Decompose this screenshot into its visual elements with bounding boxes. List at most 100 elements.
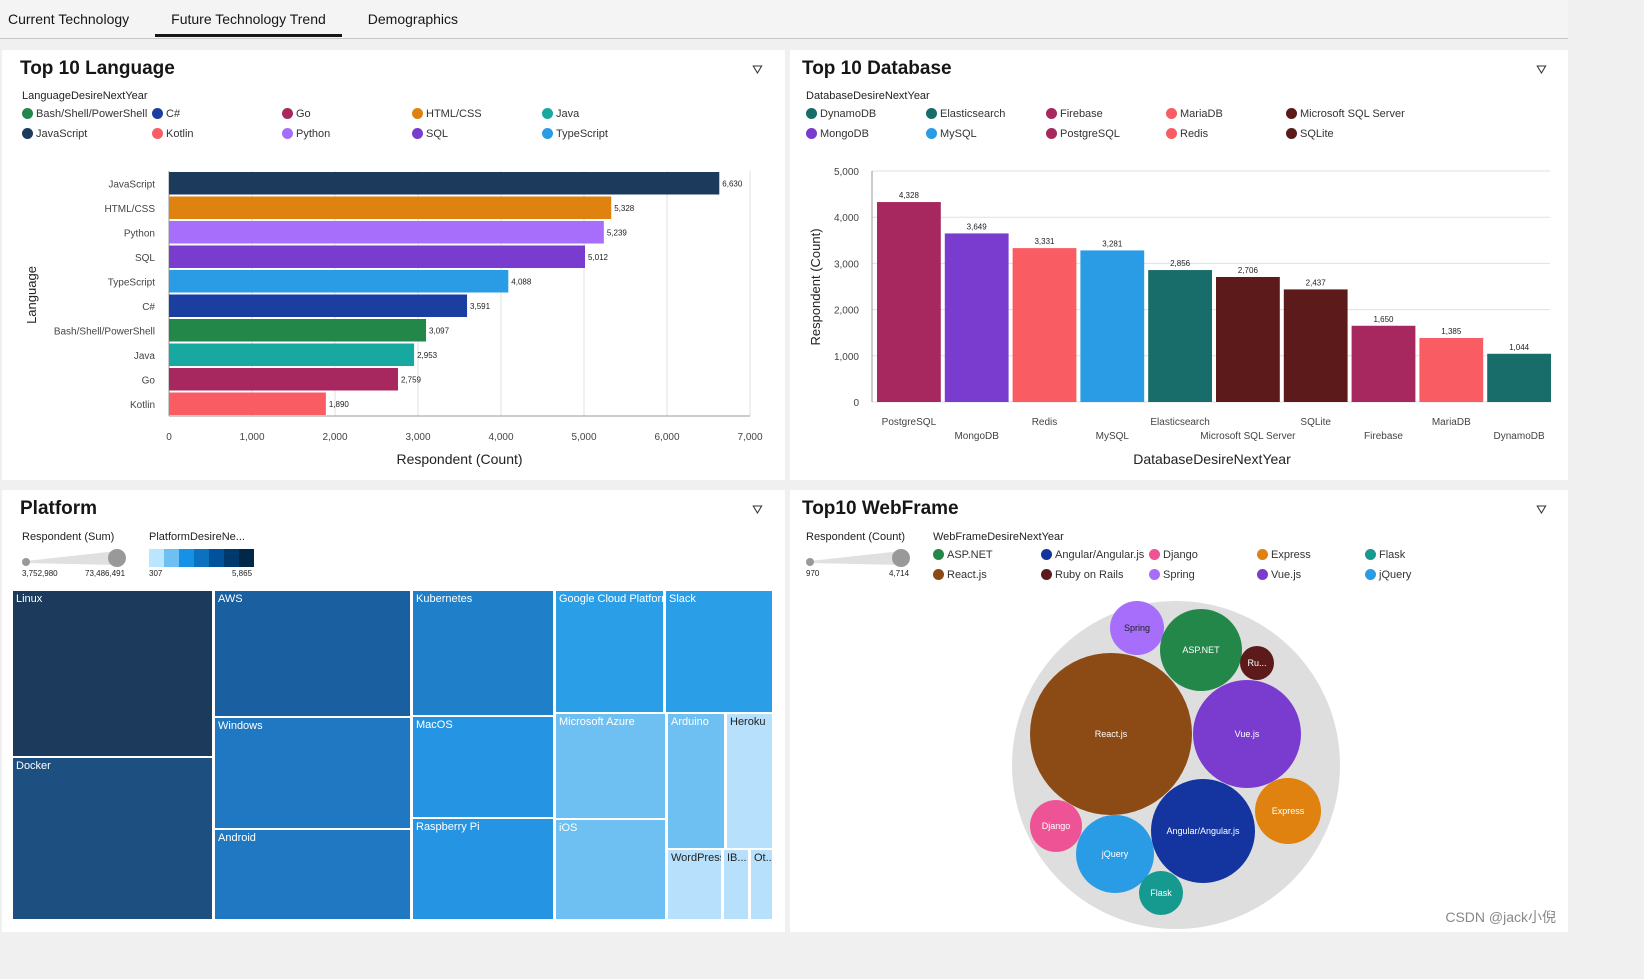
bubble[interactable] — [1110, 601, 1164, 655]
legend-item[interactable]: Ruby on Rails — [1041, 569, 1123, 581]
treemap-tile[interactable]: MacOS — [412, 716, 554, 818]
legend-item[interactable]: Elasticsearch — [926, 108, 1005, 120]
bar[interactable] — [877, 202, 941, 402]
treemap-tile[interactable]: Arduino — [667, 713, 725, 849]
legend-item[interactable]: Microsoft SQL Server — [1286, 108, 1405, 120]
legend-item[interactable]: Angular/Angular.js — [1041, 549, 1144, 561]
treemap-tile[interactable]: Kubernetes — [412, 590, 554, 716]
size-max: 4,714 — [889, 569, 910, 578]
bar[interactable] — [169, 368, 398, 391]
treemap-tile[interactable]: Slack — [665, 590, 773, 713]
bar[interactable] — [1216, 276, 1280, 402]
legend-item[interactable]: Bash/Shell/PowerShell — [22, 108, 147, 120]
treemap-tile[interactable]: IB... — [723, 849, 749, 920]
treemap-tile[interactable]: Docker — [12, 757, 213, 920]
legend-item[interactable]: Java — [542, 108, 579, 120]
legend-item[interactable]: HTML/CSS — [412, 108, 482, 120]
treemap-tile[interactable]: Windows — [214, 717, 411, 829]
legend-item[interactable]: Go — [282, 108, 311, 120]
bar[interactable] — [944, 233, 1009, 402]
x-tick-label: Microsoft SQL Server — [1200, 431, 1296, 442]
legend-item[interactable]: SQLite — [1286, 128, 1334, 140]
legend-item[interactable]: PostgreSQL — [1046, 128, 1120, 140]
legend-item[interactable]: TypeScript — [542, 128, 608, 140]
bar[interactable] — [169, 319, 427, 342]
bubble[interactable] — [1030, 653, 1192, 815]
tile-label: Google Cloud Platform — [559, 593, 664, 605]
legend-item[interactable]: Redis — [1166, 128, 1208, 140]
legend-label: Ruby on Rails — [1055, 569, 1124, 581]
bar[interactable] — [169, 294, 468, 318]
bar[interactable] — [169, 392, 326, 416]
panel-title: Platform — [20, 498, 98, 519]
legend-item[interactable]: MariaDB — [1166, 108, 1223, 120]
bubble[interactable] — [1151, 779, 1255, 883]
bar[interactable] — [169, 270, 509, 293]
data-label: 6,630 — [722, 179, 743, 188]
bar[interactable] — [1419, 338, 1484, 402]
treemap-tile[interactable]: Ot... — [750, 849, 773, 920]
bubble[interactable] — [1076, 815, 1154, 893]
legend-item[interactable]: DynamoDB — [806, 108, 876, 120]
legend-item[interactable]: C# — [152, 108, 180, 120]
filter-icon[interactable]: ⛛ — [1536, 62, 1547, 77]
legend-item[interactable]: Firebase — [1046, 108, 1103, 120]
filter-icon[interactable]: ⛛ — [752, 502, 763, 517]
bar[interactable] — [169, 343, 415, 367]
x-tick-label: Redis — [1032, 417, 1058, 428]
treemap-tile[interactable]: Google Cloud Platform — [555, 590, 664, 713]
legend-item[interactable]: Express — [1257, 549, 1311, 561]
legend-item[interactable]: Kotlin — [152, 128, 194, 140]
watermark: CSDN @jack小倪 — [1445, 909, 1556, 925]
y-tick-label: JavaScript — [108, 179, 155, 190]
bubble[interactable] — [1160, 609, 1242, 691]
color-min: 307 — [149, 569, 163, 578]
legend-item[interactable]: jQuery — [1365, 569, 1411, 581]
treemap-tile[interactable]: Android — [214, 829, 411, 920]
filter-icon[interactable]: ⛛ — [752, 62, 763, 77]
tab-current-technology[interactable]: Current Technology — [8, 11, 130, 27]
bar[interactable] — [1080, 250, 1145, 402]
bar[interactable] — [1012, 248, 1077, 402]
bar[interactable] — [1487, 353, 1551, 402]
legend-item[interactable]: Flask — [1365, 549, 1405, 561]
legend-item[interactable]: Python — [282, 128, 330, 140]
bubble[interactable] — [1030, 800, 1082, 852]
treemap-tile[interactable]: WordPress — [667, 849, 722, 920]
bubble[interactable] — [1240, 646, 1274, 680]
legend-item[interactable]: ASP.NET — [933, 549, 993, 561]
y-tick-label: 5,000 — [834, 167, 859, 178]
treemap-tile[interactable]: Heroku — [726, 713, 773, 849]
legend-item[interactable]: Vue.js — [1257, 569, 1301, 581]
bar[interactable] — [169, 196, 612, 220]
legend-item[interactable]: React.js — [933, 569, 987, 581]
bar[interactable] — [169, 221, 604, 244]
bar[interactable] — [1351, 325, 1416, 402]
tile-label: Android — [218, 832, 256, 844]
legend-swatch — [1166, 108, 1177, 119]
legend-item[interactable]: SQL — [412, 128, 448, 140]
tab-future-technology-trend[interactable]: Future Technology Trend — [155, 0, 342, 37]
legend-item[interactable]: MongoDB — [806, 128, 869, 140]
bar[interactable] — [1148, 270, 1212, 402]
bubble[interactable] — [1139, 871, 1183, 915]
tab-demographics[interactable]: Demographics — [367, 11, 459, 27]
treemap-tile[interactable]: AWS — [214, 590, 411, 717]
x-tick-label: 7,000 — [737, 432, 762, 443]
bar[interactable] — [1283, 289, 1348, 402]
treemap-tile[interactable]: Microsoft Azure — [555, 713, 666, 819]
legend-item[interactable]: Django — [1149, 549, 1198, 561]
treemap-tile[interactable]: Raspberry Pi — [412, 818, 554, 920]
legend-item[interactable]: JavaScript — [22, 128, 87, 140]
bar[interactable] — [169, 245, 585, 269]
treemap-tile[interactable]: Linux — [12, 590, 213, 757]
bubble[interactable] — [1193, 680, 1301, 788]
bubble[interactable] — [1255, 778, 1321, 844]
filter-icon[interactable]: ⛛ — [1536, 502, 1547, 517]
bar[interactable] — [169, 172, 720, 195]
legend-item[interactable]: MySQL — [926, 128, 977, 140]
legend-swatch — [152, 108, 163, 119]
legend-item[interactable]: Spring — [1149, 569, 1195, 581]
legend-swatch — [806, 128, 817, 139]
treemap-tile[interactable]: iOS — [555, 819, 666, 920]
